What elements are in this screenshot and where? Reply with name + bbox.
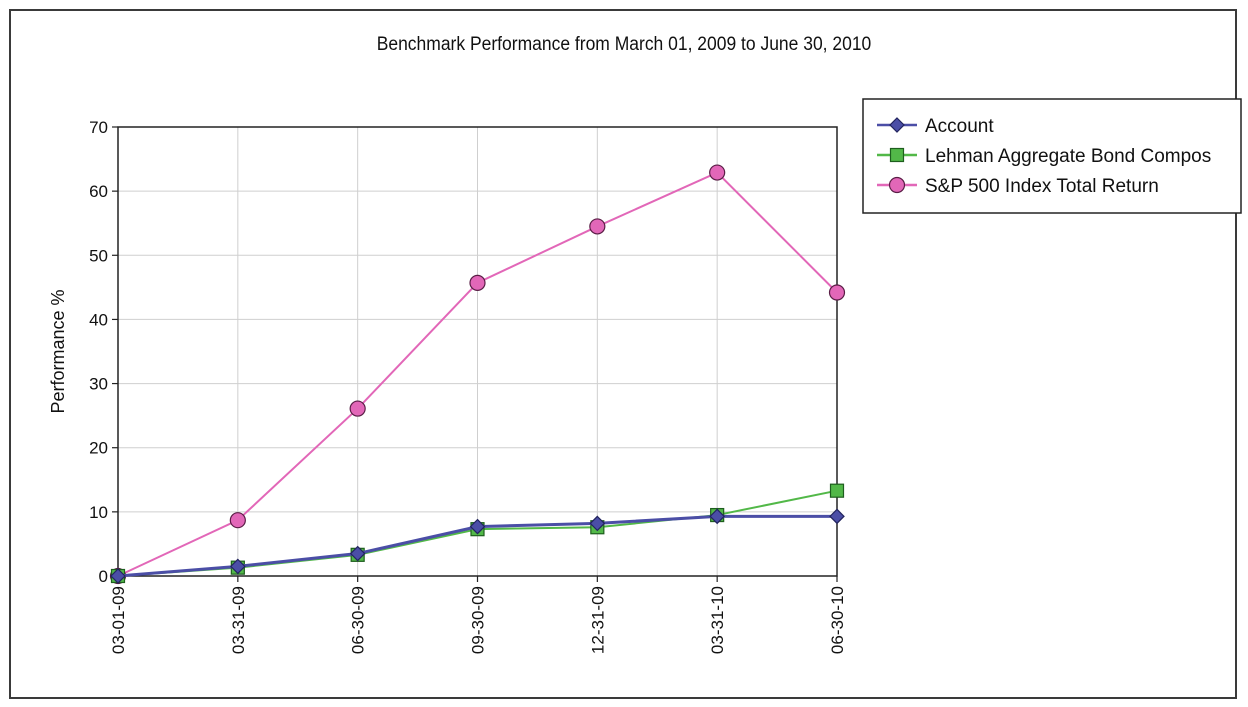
x-tick-label: 09-30-09 [469, 586, 488, 654]
data-point [469, 518, 486, 535]
grid [118, 127, 837, 576]
y-tick-label: 70 [89, 118, 108, 137]
series [109, 164, 846, 585]
legend-entry: S&P 500 Index Total Return [925, 176, 1159, 197]
data-point [229, 558, 246, 575]
x-tick-label: 06-30-10 [828, 586, 847, 654]
x-tick-label: 06-30-09 [349, 586, 368, 654]
legend-swatch-marker [888, 176, 906, 194]
y-tick-label: 10 [89, 503, 108, 522]
data-point [829, 508, 845, 525]
chart-title: Benchmark Performance from March 01, 200… [376, 34, 872, 55]
y-tick-label: 60 [89, 182, 108, 201]
data-point [589, 515, 606, 532]
data-point [709, 508, 726, 525]
y-tick-label: 0 [99, 567, 108, 586]
y-tick-label: 20 [89, 439, 108, 458]
x-tick-label: 03-31-09 [229, 586, 248, 654]
legend-swatch-marker [889, 117, 905, 133]
data-point [589, 218, 606, 235]
x-tick-label: 03-31-10 [708, 586, 727, 654]
data-point [469, 274, 486, 291]
y-tick-label: 30 [89, 375, 108, 394]
data-point [828, 284, 846, 301]
x-tick-label: 12-31-09 [588, 586, 607, 654]
legend-entry: Lehman Aggregate Bond Compos [925, 146, 1211, 167]
x-tick-label: 03-01-09 [109, 586, 128, 654]
legend-entry: Account [925, 116, 994, 137]
legend-swatch-marker [889, 147, 905, 163]
y-axis-label: Performance % [48, 289, 68, 413]
legend-box [862, 98, 1242, 214]
data-point [349, 400, 366, 417]
data-point [229, 512, 246, 529]
axes: 0 10 20 30 40 50 60 70 03-01-09 03-31-09 06-30-09 0… [48, 118, 847, 654]
data-point [110, 568, 126, 584]
data-point [829, 483, 845, 498]
series-2 [109, 164, 846, 585]
y-tick-label: 40 [89, 310, 108, 329]
y-tick-label: 50 [89, 246, 108, 265]
data-point [709, 164, 726, 181]
data-point [349, 545, 366, 562]
legend: Account Lehman Aggregate Bond Compos S&P 5… [862, 98, 1242, 214]
series-0 [110, 508, 845, 584]
